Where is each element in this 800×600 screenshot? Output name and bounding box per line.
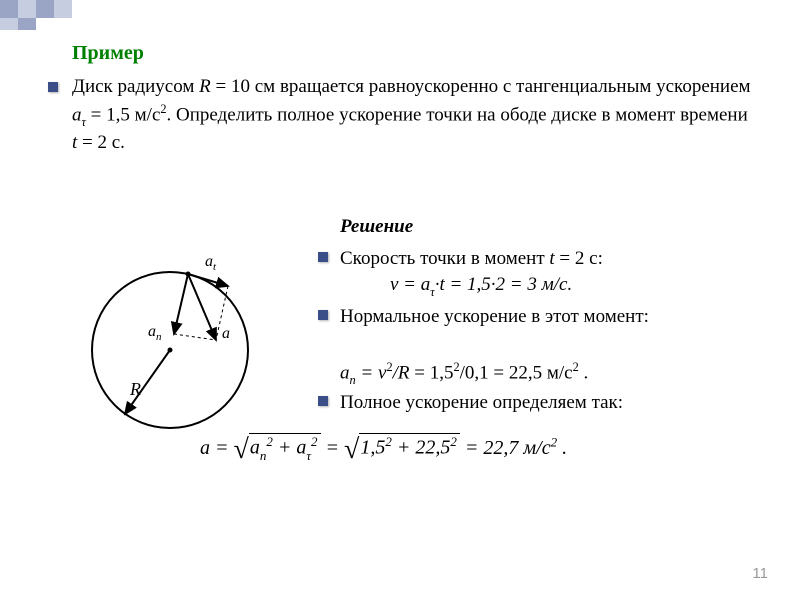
text: /0,1 = 22,5 м/с: [460, 362, 573, 383]
sqrt-icon: √: [344, 434, 359, 465]
num: 1,5: [360, 437, 385, 459]
text: ·t = 1,5·2 = 3 м/с.: [435, 274, 573, 295]
final-formula: a = √an2 + aτ2 = √1,52 + 22,52 = 22,7 м/…: [200, 430, 567, 464]
page-number: 11: [752, 565, 768, 582]
result: = 22,7 м/с: [460, 437, 551, 459]
text: .: [579, 362, 589, 383]
circle-diagram: R at an a: [70, 240, 290, 450]
bullet-icon: [318, 252, 328, 262]
text: = 1,5: [410, 362, 454, 383]
sup-2: 2: [450, 434, 457, 449]
text: = 10 см вращается равноускоренно с танге…: [211, 76, 751, 97]
var-a: a: [340, 362, 350, 383]
var-R: R: [199, 76, 211, 97]
corner-decoration: [0, 0, 150, 30]
page-title: Пример: [72, 42, 144, 65]
text: Нормальное ускорение в этот момент:: [340, 306, 649, 327]
sqrt-body-1: an2 + aτ2: [249, 433, 321, 464]
bullet-icon: [318, 396, 328, 406]
solution-heading: Решение: [340, 216, 413, 238]
solution-eq-2: an = v2/R = 1,52/0,1 = 22,5 м/с2 .: [340, 360, 588, 387]
text: Скорость точки в момент: [340, 248, 549, 269]
label-an: an: [148, 323, 162, 343]
eq-sign: =: [321, 437, 345, 459]
text: = 1,5 м/с: [86, 104, 160, 125]
solution-step-1: Скорость точки в момент t = 2 с:: [340, 246, 770, 272]
eq-sign: =: [210, 437, 234, 459]
sub-tau: τ: [306, 448, 311, 463]
text: v = a: [390, 274, 430, 295]
solution-step-3: Полное ускорение определяем так:: [340, 390, 770, 416]
var-at: a: [296, 437, 306, 459]
text: = 2 с:: [555, 248, 603, 269]
label-at: at: [205, 253, 217, 273]
plus: +: [273, 437, 297, 459]
text: = v: [356, 362, 387, 383]
label-a: a: [222, 325, 230, 342]
text: = 2 с.: [77, 132, 125, 153]
sub-n: n: [350, 373, 356, 387]
num: 22,5: [415, 437, 450, 459]
sqrt-icon: √: [234, 434, 249, 465]
var-a: a: [200, 437, 210, 459]
sup-2: 2: [311, 434, 318, 449]
bullet-icon: [318, 310, 328, 320]
sub-tau: τ: [82, 115, 86, 129]
label-R: R: [129, 379, 141, 399]
text: . Определить полное ускорение точки на о…: [167, 104, 748, 125]
text: /R: [393, 362, 410, 383]
sub-tau: τ: [430, 285, 434, 299]
sqrt-body-2: 1,52 + 22,52: [359, 433, 460, 461]
text: Диск радиусом: [72, 76, 199, 97]
problem-statement: Диск радиусом R = 10 см вращается равноу…: [72, 74, 752, 157]
plus: +: [392, 437, 416, 459]
solution-eq-1: v = aτ·t = 1,5·2 = 3 м/с.: [390, 274, 572, 299]
sub-n: n: [260, 448, 267, 463]
text: Полное ускорение определяем так:: [340, 392, 623, 413]
var-an: a: [250, 437, 260, 459]
bullet-icon: [48, 82, 58, 92]
dot: .: [557, 437, 567, 459]
solution-step-2: Нормальное ускорение в этот момент:: [340, 304, 770, 330]
var-a: a: [72, 104, 82, 125]
